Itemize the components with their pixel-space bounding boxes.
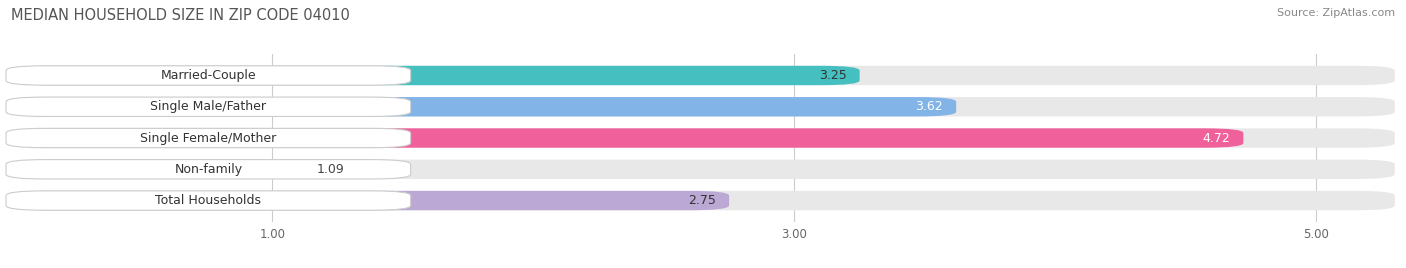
Text: Single Female/Mother: Single Female/Mother — [141, 132, 277, 144]
FancyBboxPatch shape — [11, 66, 859, 85]
Text: 4.72: 4.72 — [1202, 132, 1230, 144]
Text: Single Male/Father: Single Male/Father — [150, 100, 266, 113]
FancyBboxPatch shape — [11, 66, 1395, 85]
FancyBboxPatch shape — [11, 191, 1395, 210]
Text: 2.75: 2.75 — [688, 194, 716, 207]
FancyBboxPatch shape — [6, 97, 411, 116]
FancyBboxPatch shape — [6, 159, 411, 179]
Text: MEDIAN HOUSEHOLD SIZE IN ZIP CODE 04010: MEDIAN HOUSEHOLD SIZE IN ZIP CODE 04010 — [11, 8, 350, 23]
Text: Total Households: Total Households — [155, 194, 262, 207]
FancyBboxPatch shape — [11, 191, 730, 210]
FancyBboxPatch shape — [11, 128, 1243, 148]
FancyBboxPatch shape — [6, 191, 411, 210]
Text: Source: ZipAtlas.com: Source: ZipAtlas.com — [1277, 8, 1395, 18]
FancyBboxPatch shape — [11, 97, 1395, 116]
FancyBboxPatch shape — [11, 97, 956, 116]
FancyBboxPatch shape — [11, 159, 1395, 179]
FancyBboxPatch shape — [11, 159, 295, 179]
Text: 3.25: 3.25 — [818, 69, 846, 82]
Text: 3.62: 3.62 — [915, 100, 943, 113]
FancyBboxPatch shape — [6, 66, 411, 85]
Text: 1.09: 1.09 — [316, 163, 344, 176]
FancyBboxPatch shape — [6, 128, 411, 148]
Text: Married-Couple: Married-Couple — [160, 69, 256, 82]
FancyBboxPatch shape — [11, 128, 1395, 148]
Text: Non-family: Non-family — [174, 163, 242, 176]
